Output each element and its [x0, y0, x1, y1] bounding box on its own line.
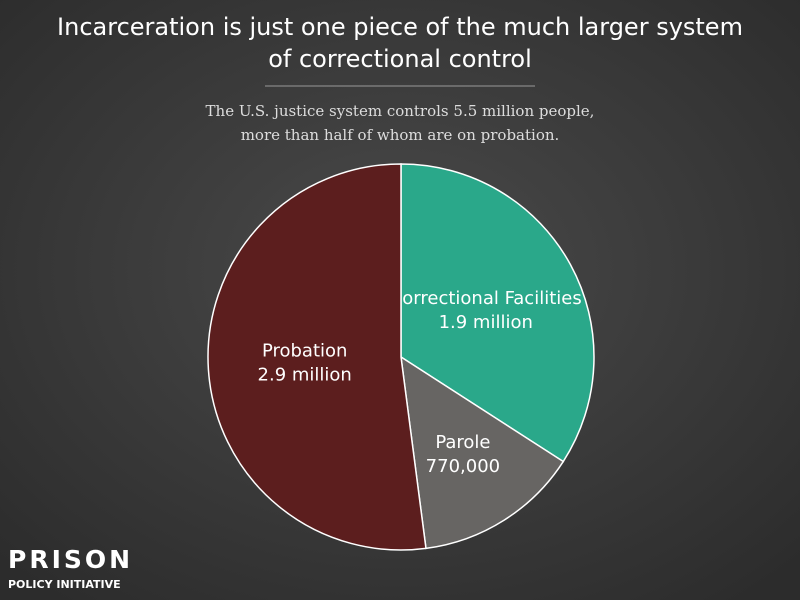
logo-tagline: POLICY INITIATIVE: [8, 578, 121, 591]
logo-name: PRISON: [8, 545, 133, 574]
pie-slice: [400, 355, 565, 550]
slice-label: Parole: [435, 432, 490, 453]
chart-title: of correctional control: [268, 45, 532, 73]
pie-slice: [207, 163, 427, 551]
slice-value-label: 1.9 million: [439, 312, 533, 333]
slice-value-label: 2.9 million: [258, 364, 352, 385]
pie-slice: [400, 163, 595, 463]
slice-value-label: 770,000: [426, 456, 500, 477]
pie: Correctional Facilities 1.9 million Parole…: [207, 163, 595, 551]
slice-label: Probation: [262, 340, 348, 361]
chart-title: Incarceration is just one piece of the m…: [57, 13, 743, 41]
subtitle: more than half of whom are on probation.: [241, 126, 560, 144]
subtitle: The U.S. justice system controls 5.5 mil…: [206, 102, 595, 120]
slice-label: Correctional Facilities: [390, 288, 582, 309]
